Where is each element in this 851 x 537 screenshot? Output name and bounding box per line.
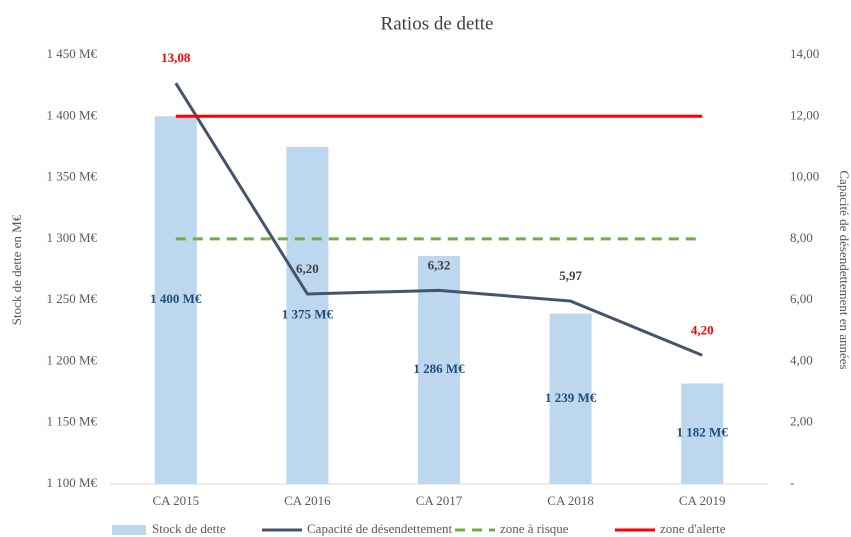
legend-swatch: [112, 525, 146, 535]
y-tick-label: 1 100 M€: [46, 475, 97, 490]
y-tick-label: 1 150 M€: [46, 414, 97, 429]
y2-tick-label: 10,00: [790, 169, 819, 184]
line-value-label: 6,32: [428, 257, 451, 272]
y2-tick-label: 4,00: [790, 352, 813, 367]
legend-label: Capacité de désendettement: [307, 521, 452, 536]
y2-tick-label: 8,00: [790, 230, 813, 245]
bar: [286, 146, 329, 484]
y-axis-label: Stock de dette en M€: [9, 214, 24, 325]
line-value-label: 4,20: [691, 322, 714, 337]
y2-axis-label: Capacité de désendettement en années: [837, 170, 851, 369]
line: [174, 82, 703, 357]
bar-value-label: 1 239 M€: [545, 390, 597, 405]
y2-tick-label: 2,00: [790, 414, 813, 429]
y-tick-label: 1 250 M€: [46, 291, 97, 306]
legend-label: zone à risque: [500, 521, 569, 536]
legend-label: zone d'alerte: [660, 521, 726, 536]
y-tick-label: 1 200 M€: [46, 352, 97, 367]
bar-value-label: 1 400 M€: [150, 291, 202, 306]
y-tick-label: 1 400 M€: [46, 107, 97, 122]
x-tick-label: CA 2015: [153, 493, 200, 508]
bar-value-label: 1 375 M€: [282, 306, 334, 321]
y2-tick-label: 6,00: [790, 291, 813, 306]
x-tick-label: CA 2017: [416, 493, 463, 508]
line-value-label: 5,97: [559, 268, 582, 283]
bar: [681, 383, 724, 484]
y-tick-label: 1 300 M€: [46, 230, 97, 245]
y-tick-label: 1 350 M€: [46, 169, 97, 184]
legend-label: Stock de dette: [152, 521, 226, 536]
y2-tick-label: 14,00: [790, 46, 819, 61]
bar: [418, 256, 460, 484]
x-tick-label: CA 2018: [547, 493, 594, 508]
chart-title: Ratios de dette: [381, 13, 494, 34]
bar: [154, 116, 197, 485]
x-tick-label: CA 2019: [679, 493, 726, 508]
line-value-label: 6,20: [296, 261, 319, 276]
bar: [549, 313, 592, 484]
y2-tick-label: -: [790, 475, 794, 490]
y-tick-label: 1 450 M€: [46, 46, 97, 61]
x-tick-label: CA 2016: [284, 493, 331, 508]
line-value-label: 13,08: [161, 50, 191, 65]
y2-tick-label: 12,00: [790, 107, 819, 122]
bar-value-label: 1 182 M€: [677, 425, 729, 440]
bar-value-label: 1 286 M€: [413, 361, 465, 376]
